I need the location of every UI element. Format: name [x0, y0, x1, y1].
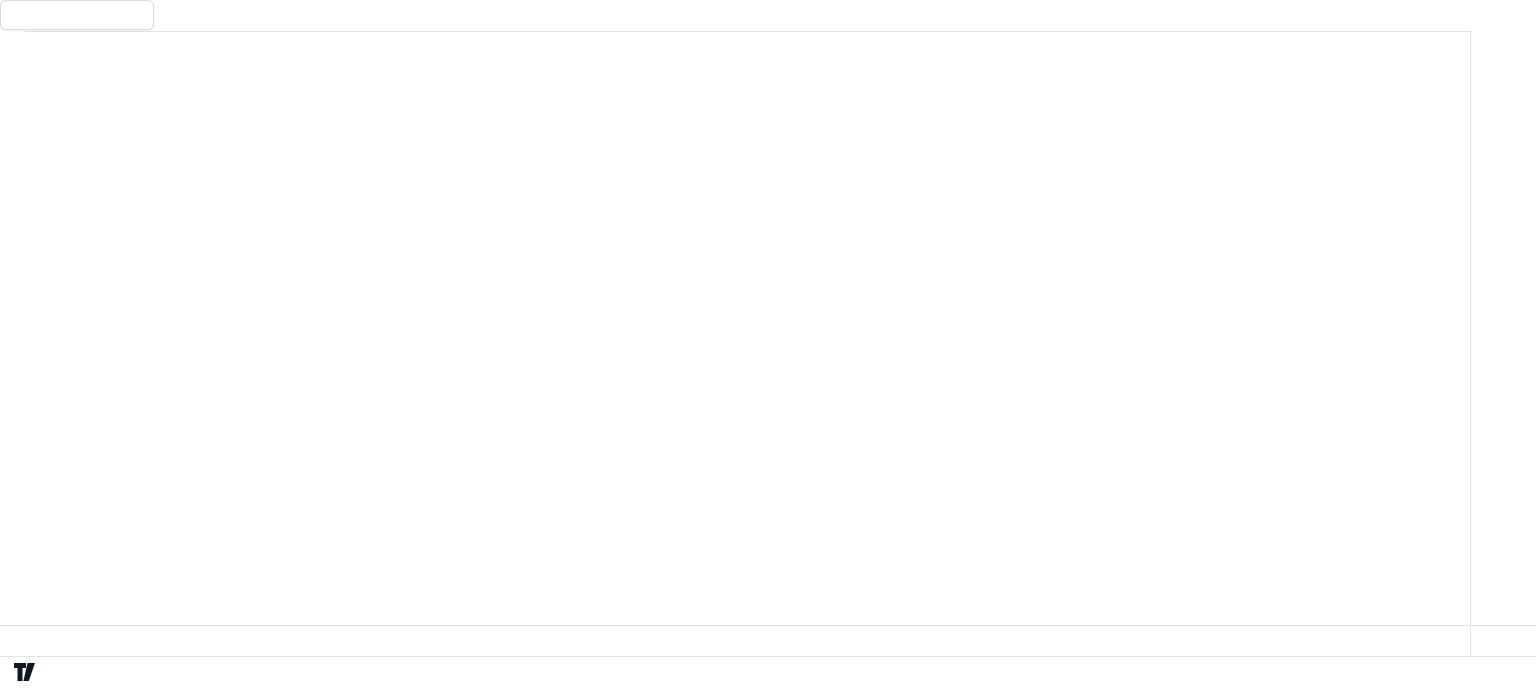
chart-pane[interactable]: [0, 0, 1470, 625]
measurement-label[interactable]: [0, 0, 154, 30]
price-axis[interactable]: [1470, 0, 1536, 625]
candlestick-chart: [0, 0, 1470, 625]
chart-legend: [27, 38, 66, 53]
chart-top-border: [25, 31, 1470, 32]
tradingview-logo[interactable]: [14, 663, 44, 681]
chart-bottom-border: [0, 656, 1536, 657]
price-axis-separator: [1470, 31, 1471, 656]
tradingview-logo-icon: [14, 663, 35, 681]
time-axis-separator: [0, 625, 1536, 626]
ohlc-readout: [37, 38, 60, 53]
time-axis[interactable]: [0, 625, 1536, 656]
